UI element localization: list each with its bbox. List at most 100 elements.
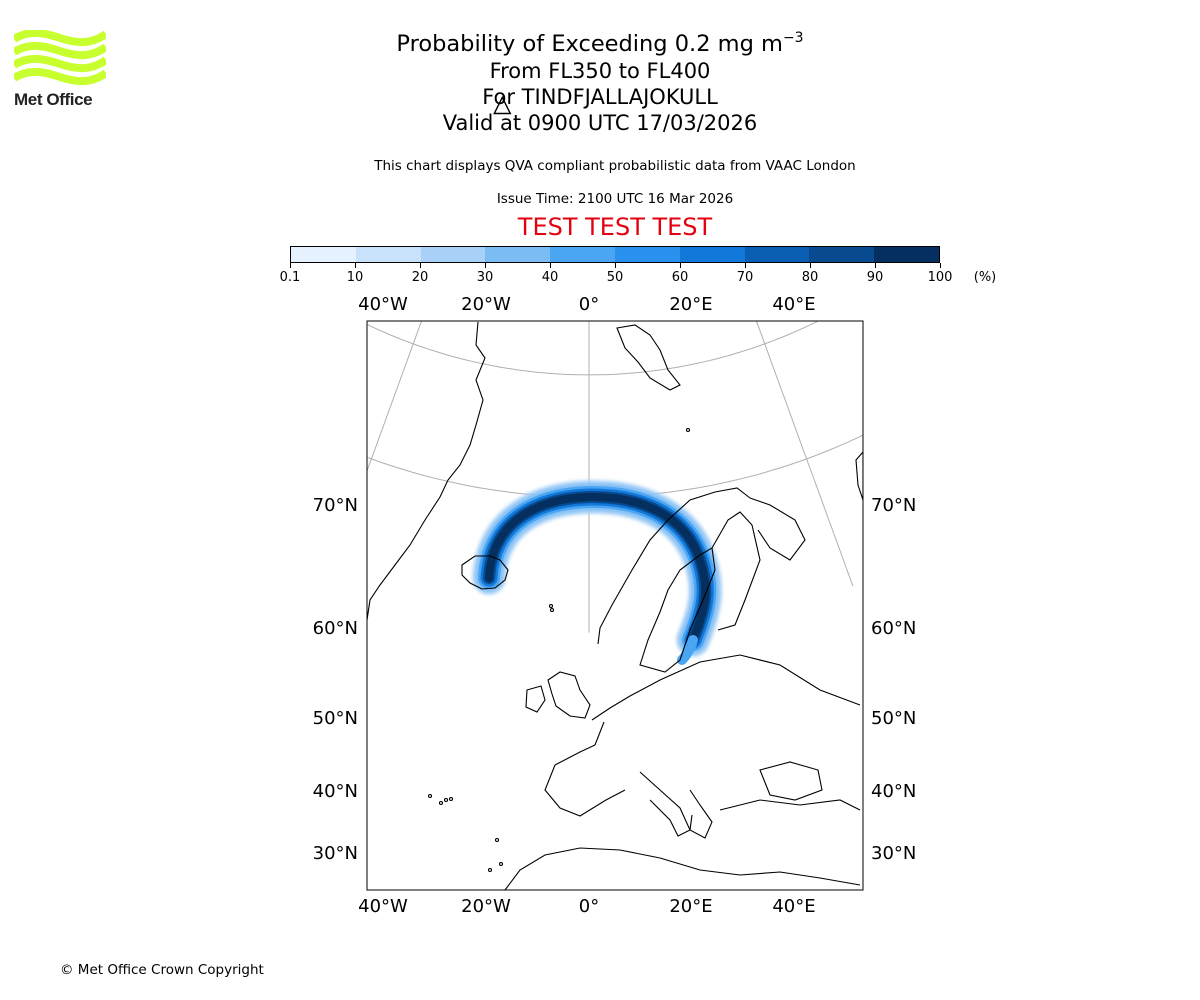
plume-tail <box>677 635 698 665</box>
latitude-label: 50°N <box>313 708 358 729</box>
colorbar-segment <box>550 247 615 262</box>
colorbar-tick-label: 30 <box>476 270 494 285</box>
map-frame <box>366 320 864 891</box>
british-isles <box>547 671 591 719</box>
colorbar-tick-label: 0.1 <box>279 270 301 285</box>
latitude-label: 70°N <box>871 495 916 516</box>
colorbar-segment <box>485 247 551 262</box>
latitude-label: 30°N <box>313 843 358 864</box>
island <box>438 800 444 806</box>
north-africa <box>504 847 861 890</box>
colorbar-tick-label: 60 <box>671 270 689 285</box>
island <box>498 861 504 867</box>
island <box>494 837 500 843</box>
latitude-label: 70°N <box>313 495 358 516</box>
italy <box>639 771 691 837</box>
greenland-coast <box>367 321 486 621</box>
latitude-label: 60°N <box>871 618 916 639</box>
colorbar-tick <box>484 263 486 268</box>
longitude-label: 40°E <box>772 294 815 315</box>
probability-colorbar <box>290 246 940 263</box>
chart-header: Probability of Exceeding 0.2 mg m−3 From… <box>0 24 1200 136</box>
parallel-line <box>212 0 976 262</box>
island <box>427 793 433 799</box>
longitude-label: 0° <box>579 294 599 315</box>
longitude-label: 20°W <box>461 294 511 315</box>
parallel-line <box>367 434 863 498</box>
colorbar-tick <box>419 263 421 268</box>
latitude-label: 50°N <box>871 708 916 729</box>
colorbar-tick <box>289 263 291 268</box>
france-iberia <box>544 721 626 817</box>
parallel-line <box>312 0 875 156</box>
colorbar-tick <box>744 263 746 268</box>
island <box>685 427 691 433</box>
colorbar-tick-label: 80 <box>801 270 819 285</box>
balkans-greece <box>689 789 713 839</box>
longitude-label: 20°W <box>461 896 511 917</box>
colorbar-tick-label: 70 <box>736 270 754 285</box>
volcano-name: For TINDFJALLAJOKULL <box>482 85 718 109</box>
copyright: © Met Office Crown Copyright <box>60 962 264 978</box>
plume-probability-band <box>485 492 710 644</box>
colorbar-tick-label: 50 <box>606 270 624 285</box>
longitude-label: 0° <box>579 896 599 917</box>
island <box>548 603 554 609</box>
island <box>549 607 555 613</box>
parallel-line <box>367 321 820 376</box>
colorbar-tick <box>679 263 681 268</box>
flight-levels: From FL350 to FL400 <box>489 59 711 83</box>
meridian-line <box>755 321 854 587</box>
colorbar-segment <box>744 247 810 262</box>
meridian-line <box>93 0 583 452</box>
qva-note: This chart displays QVA compliant probab… <box>374 158 856 174</box>
latitude-label: 30°N <box>871 843 916 864</box>
colorbar-tick-label: 20 <box>411 270 429 285</box>
chart-title: Probability of Exceeding 0.2 mg m−3 <box>0 24 1200 58</box>
black-sea <box>759 761 823 801</box>
latitude-label: 40°N <box>871 781 916 802</box>
colorbar-segment <box>291 247 356 262</box>
island <box>443 797 449 803</box>
volcano-triangle-icon <box>493 95 512 115</box>
axis-labels: 40°W 40°W 20°W 20°W 0° 0° 20°E 20°E 40°E 40°E 70°N… <box>313 294 917 917</box>
test-banner: TEST TEST TEST <box>517 213 713 241</box>
colorbar-unit: (%) <box>973 270 997 285</box>
colorbar-tick <box>549 263 551 268</box>
colorbar-tick <box>614 263 616 268</box>
colorbar-tick <box>939 263 941 268</box>
logo-wave <box>11 67 109 86</box>
coastlines <box>367 321 863 890</box>
colorbar-segment <box>874 247 939 262</box>
colorbar-segment <box>614 247 680 262</box>
longitude-label: 20°E <box>669 294 712 315</box>
colorbar-segment <box>420 247 486 262</box>
logo-wave <box>11 54 109 73</box>
colorbar-tick <box>809 263 811 268</box>
colorbar-tick-label: 40 <box>541 270 559 285</box>
parallel-line <box>406 0 776 55</box>
colorbar-tick-label: 90 <box>866 270 884 285</box>
latitude-label: 60°N <box>313 618 358 639</box>
colorbar-tick <box>354 263 356 268</box>
kola-white-sea <box>749 497 806 561</box>
turkey <box>719 799 861 811</box>
longitude-label: 20°E <box>669 896 712 917</box>
latitude-label: 40°N <box>313 781 358 802</box>
europe-coast <box>591 654 861 721</box>
volcano-marker <box>493 95 512 115</box>
valid-time: Valid at 0900 UTC 17/03/2026 <box>442 111 758 135</box>
norway-coast <box>597 487 751 645</box>
island <box>487 867 493 873</box>
colorbar-segment <box>809 247 875 262</box>
title-exponent: −3 <box>782 30 804 46</box>
ash-plume <box>472 479 723 665</box>
meridian-line <box>595 0 1085 452</box>
met-office-waves-icon <box>11 28 109 86</box>
colorbar-segment <box>355 247 421 262</box>
colorbar-tick-label: 100 <box>927 270 953 285</box>
logo-text: Met Office <box>14 90 93 109</box>
novaya-zemlya <box>855 451 863 501</box>
colorbar-segment <box>679 247 745 262</box>
